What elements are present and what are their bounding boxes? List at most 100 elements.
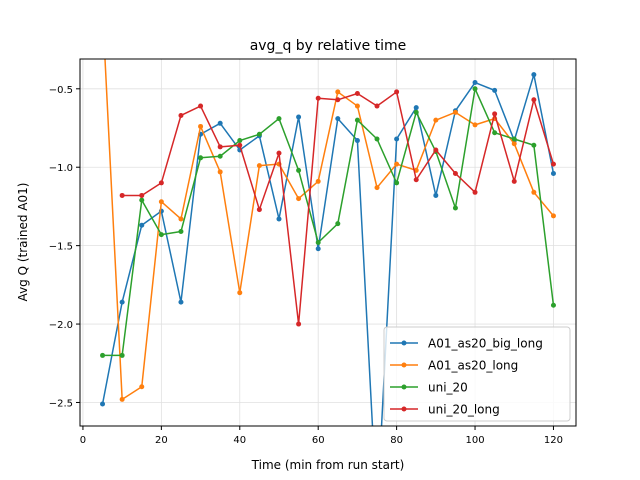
data-point	[374, 136, 380, 142]
data-point	[276, 216, 282, 222]
legend-marker	[401, 340, 407, 346]
data-point	[178, 299, 184, 305]
data-point	[492, 111, 498, 117]
data-point	[217, 153, 223, 159]
data-point	[178, 112, 184, 118]
data-point	[354, 103, 360, 109]
data-point	[452, 205, 458, 211]
data-point	[198, 103, 204, 109]
x-tick-label: 120	[544, 435, 563, 446]
data-point	[178, 229, 184, 235]
data-point	[198, 155, 204, 161]
data-point	[158, 232, 164, 238]
data-point	[100, 352, 106, 358]
data-point	[472, 80, 478, 86]
x-tick-label: 100	[465, 435, 484, 446]
data-point	[472, 122, 478, 128]
data-point	[139, 222, 145, 228]
legend-marker	[401, 362, 407, 368]
data-point	[511, 178, 517, 184]
legend-marker	[401, 406, 407, 412]
data-point	[315, 178, 321, 184]
legend-label: uni_20_long	[428, 403, 500, 417]
data-point	[531, 97, 537, 103]
data-point	[276, 150, 282, 156]
data-point	[139, 192, 145, 198]
data-point	[139, 384, 145, 390]
legend-label: uni_20	[428, 381, 468, 395]
data-point	[217, 120, 223, 126]
data-point	[335, 221, 341, 227]
data-point	[413, 177, 419, 183]
y-tick-label: −1.0	[49, 163, 73, 174]
data-point	[237, 142, 243, 148]
data-point	[237, 138, 243, 144]
data-point	[452, 109, 458, 115]
series-uni_20	[100, 86, 556, 358]
legend: A01_as20_big_long A01_as20_long uni_20 uni_…	[383, 326, 571, 422]
chart-title: avg_q by relative time	[250, 38, 407, 54]
data-point	[511, 136, 517, 142]
plot-frame	[79, 58, 577, 427]
data-point	[374, 185, 380, 191]
data-point	[256, 131, 262, 137]
data-point	[119, 192, 125, 198]
series-uni_20_long	[119, 89, 556, 327]
data-point	[315, 246, 321, 252]
data-point	[217, 169, 223, 175]
y-tick-label: −1.5	[49, 242, 73, 253]
data-point	[119, 352, 125, 358]
data-point	[452, 170, 458, 176]
data-point	[178, 216, 184, 222]
x-tick-label: 0	[80, 435, 86, 446]
legend-marker	[401, 384, 407, 390]
x-tick-label: 20	[155, 435, 168, 446]
data-point	[511, 141, 517, 147]
x-tick-label: 60	[312, 435, 325, 446]
data-point	[237, 290, 243, 296]
data-point	[139, 197, 145, 203]
data-point	[256, 163, 262, 169]
data-point	[394, 180, 400, 186]
data-point	[335, 116, 341, 122]
data-point	[433, 117, 439, 123]
data-point	[492, 130, 498, 136]
y-tick-label: −2.0	[49, 320, 73, 331]
data-point	[531, 142, 537, 148]
data-point	[256, 207, 262, 213]
data-point	[119, 299, 125, 305]
data-point	[100, 401, 106, 407]
data-point	[296, 321, 302, 327]
x-tick-label: 40	[233, 435, 246, 446]
data-point	[354, 117, 360, 123]
data-point	[158, 199, 164, 205]
data-point	[550, 213, 556, 219]
data-point	[335, 97, 341, 103]
data-point	[413, 109, 419, 115]
data-point	[158, 180, 164, 186]
data-point	[394, 89, 400, 95]
data-point	[217, 144, 223, 150]
data-point	[276, 116, 282, 122]
data-point	[198, 123, 204, 129]
data-point	[531, 72, 537, 78]
y-axis-label: Avg Q (trained A01)	[16, 183, 30, 302]
data-point	[354, 91, 360, 97]
data-point	[550, 302, 556, 308]
x-tick-label: 80	[390, 435, 403, 446]
data-point	[374, 103, 380, 109]
data-point	[296, 196, 302, 202]
data-point	[119, 396, 125, 402]
data-point	[472, 86, 478, 92]
series-line	[104, 58, 555, 401]
data-point	[433, 147, 439, 153]
x-axis-label: Time (min from run start)	[251, 458, 405, 472]
data-point	[296, 167, 302, 173]
data-point	[550, 161, 556, 167]
data-point	[335, 89, 341, 95]
y-tick-label: −2.5	[49, 398, 73, 409]
data-point	[315, 240, 321, 245]
series-line	[102, 88, 555, 357]
grid	[80, 59, 576, 426]
